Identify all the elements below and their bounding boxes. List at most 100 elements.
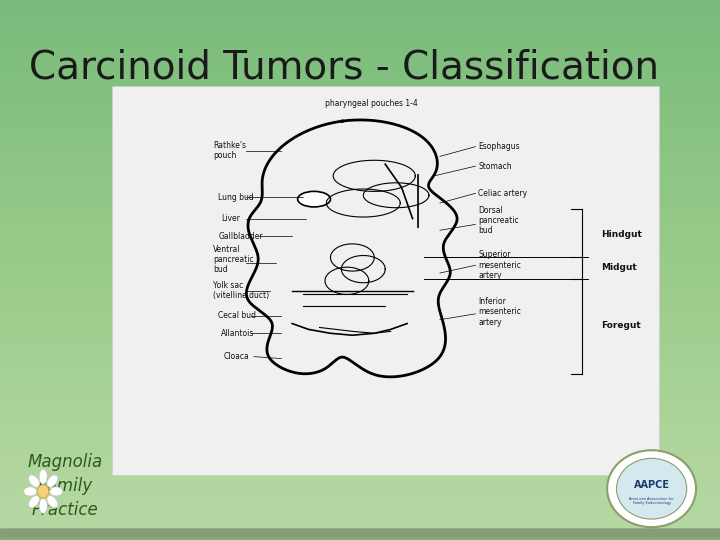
Bar	[0, 534, 720, 539]
Bar	[0, 532, 720, 537]
Bar	[0, 530, 720, 536]
Bar	[0, 534, 720, 539]
Bar	[0, 531, 720, 536]
Text: Esophagus: Esophagus	[478, 142, 520, 151]
Bar	[0, 529, 720, 535]
Bar	[0, 530, 720, 536]
Bar	[0, 534, 720, 539]
Bar	[0, 534, 720, 539]
Bar	[0, 532, 720, 538]
Bar	[0, 531, 720, 536]
Bar	[0, 530, 720, 536]
Bar	[0, 534, 720, 539]
Bar	[0, 534, 720, 539]
Bar	[0, 534, 720, 539]
Ellipse shape	[39, 499, 48, 513]
Text: Midgut: Midgut	[601, 262, 637, 272]
Bar	[0, 532, 720, 538]
Bar	[0, 530, 720, 535]
Bar	[0, 532, 720, 537]
Bar	[0, 531, 720, 537]
Bar	[0, 530, 720, 536]
Bar	[0, 535, 720, 540]
Text: Dorsal
pancreatic
bud: Dorsal pancreatic bud	[478, 206, 519, 235]
Bar	[0, 529, 720, 535]
Text: Superior
mesenteric
artery: Superior mesenteric artery	[478, 251, 521, 280]
Bar	[0, 532, 720, 537]
Bar	[0, 530, 720, 535]
Bar	[0, 531, 720, 536]
Bar	[0, 531, 720, 537]
Bar	[0, 531, 720, 536]
Bar	[0, 533, 720, 538]
Text: Hindgut: Hindgut	[601, 230, 642, 239]
Bar	[0, 532, 720, 537]
Text: Gallbladder: Gallbladder	[218, 232, 263, 241]
Ellipse shape	[50, 487, 63, 496]
Bar	[0, 532, 720, 538]
Bar	[0, 531, 720, 537]
Text: Carcinoid Tumors - Classification: Carcinoid Tumors - Classification	[29, 49, 659, 86]
Bar	[0, 530, 720, 536]
Bar	[0, 534, 720, 539]
Text: Cloaca: Cloaca	[224, 352, 250, 361]
Bar	[0, 531, 720, 536]
Ellipse shape	[39, 469, 48, 484]
Bar	[0, 534, 720, 539]
Bar	[0, 532, 720, 538]
Bar	[0, 535, 720, 540]
Bar	[0, 532, 720, 538]
Bar	[0, 533, 720, 538]
Bar	[0, 534, 720, 539]
Bar	[0, 530, 720, 535]
Text: pharyngeal pouches 1-4: pharyngeal pouches 1-4	[325, 99, 418, 109]
Bar	[0, 532, 720, 538]
Bar	[0, 533, 720, 538]
Bar	[0, 531, 720, 536]
Text: Celiac artery: Celiac artery	[478, 189, 527, 198]
Bar	[0, 532, 720, 537]
Bar	[0, 530, 720, 535]
Text: AAPCE: AAPCE	[634, 480, 670, 490]
Ellipse shape	[297, 191, 330, 207]
Bar	[0, 534, 720, 539]
Bar	[0, 535, 720, 540]
Bar	[0, 534, 720, 539]
Bar	[0, 535, 720, 540]
Bar	[0, 533, 720, 538]
Bar	[0, 530, 720, 535]
Bar	[0, 529, 720, 535]
Bar	[0, 534, 720, 539]
Bar	[0, 529, 720, 535]
Bar	[0, 532, 720, 538]
Bar	[0, 530, 720, 536]
Bar	[0, 531, 720, 537]
Bar	[0, 535, 720, 540]
Bar	[0, 532, 720, 537]
Bar	[0, 532, 720, 538]
Bar	[0, 534, 720, 539]
Bar	[0, 531, 720, 536]
Circle shape	[607, 450, 696, 527]
Text: American Association for
Family Endocrinology: American Association for Family Endocrin…	[629, 497, 674, 505]
Bar	[0, 531, 720, 537]
Text: Allantois: Allantois	[221, 329, 254, 338]
Bar	[0, 532, 720, 537]
Bar	[0, 535, 720, 540]
Bar	[0, 534, 720, 539]
Bar	[0, 530, 720, 536]
Bar	[0, 531, 720, 537]
Text: Yolk sac
(vitelline duct): Yolk sac (vitelline duct)	[213, 281, 269, 300]
Text: Cecal bud: Cecal bud	[218, 311, 256, 320]
Bar	[0, 532, 720, 537]
Text: Stomach: Stomach	[478, 161, 512, 171]
Bar	[0, 533, 720, 538]
Ellipse shape	[29, 475, 40, 487]
Bar	[0, 531, 720, 537]
Text: Liver: Liver	[221, 214, 240, 223]
Ellipse shape	[47, 496, 58, 508]
Text: Magnolia
Family
Practice: Magnolia Family Practice	[27, 454, 102, 518]
Bar	[0, 534, 720, 539]
Circle shape	[37, 485, 49, 498]
Ellipse shape	[29, 496, 40, 508]
